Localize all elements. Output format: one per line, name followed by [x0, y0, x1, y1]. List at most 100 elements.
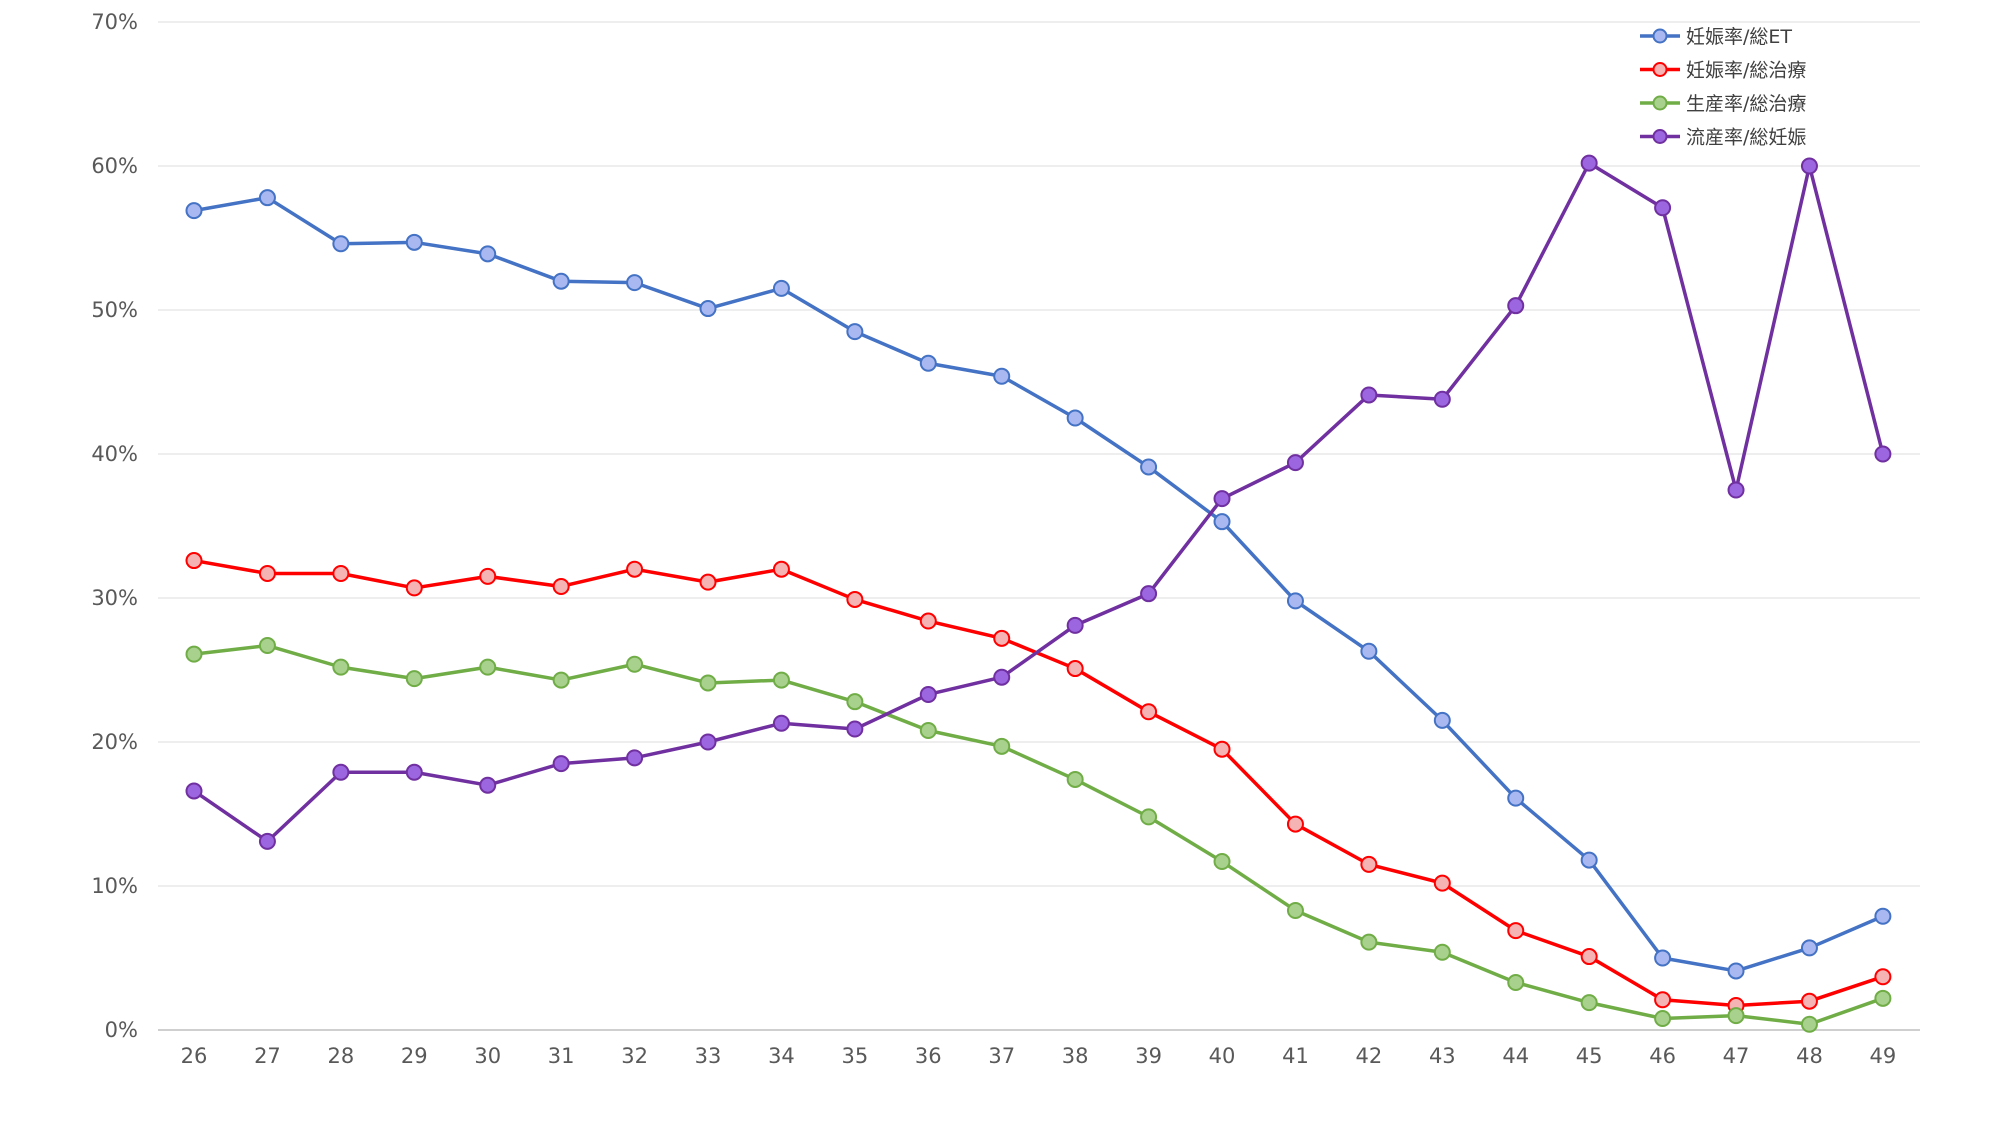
series-4 — [185, 154, 1892, 850]
data-point — [1800, 992, 1818, 1010]
y-tick-label: 60% — [91, 154, 138, 178]
data-point — [1066, 409, 1084, 427]
x-tick-label: 46 — [1649, 1044, 1676, 1068]
data-point — [479, 776, 497, 794]
y-tick-label: 20% — [91, 730, 138, 754]
series-3 — [185, 637, 1892, 1033]
data-point — [1654, 991, 1672, 1009]
x-tick-label: 39 — [1135, 1044, 1162, 1068]
data-point — [1360, 855, 1378, 873]
x-tick-label: 28 — [327, 1044, 354, 1068]
x-tick-label: 36 — [915, 1044, 942, 1068]
data-point — [699, 733, 717, 751]
data-point — [919, 612, 937, 630]
x-tick-label: 44 — [1502, 1044, 1529, 1068]
x-tick-label: 33 — [695, 1044, 722, 1068]
data-point — [846, 693, 864, 711]
data-point — [1654, 1009, 1672, 1027]
data-point — [1654, 949, 1672, 967]
x-tick-label: 40 — [1209, 1044, 1236, 1068]
data-point — [552, 755, 570, 773]
data-point — [699, 674, 717, 692]
data-point — [626, 655, 644, 673]
data-point — [772, 714, 790, 732]
data-point — [919, 354, 937, 372]
series-2 — [185, 552, 1892, 1015]
data-point — [993, 668, 1011, 686]
x-tick-label: 48 — [1796, 1044, 1823, 1068]
data-point — [552, 272, 570, 290]
series-line — [193, 643, 1884, 1026]
legend-item: 生産率/総治療 — [1640, 93, 1806, 115]
data-point — [1507, 922, 1525, 940]
data-point — [1360, 642, 1378, 660]
legend-item: 妊娠率/総治療 — [1640, 60, 1806, 82]
data-point — [1727, 481, 1745, 499]
data-point — [1800, 939, 1818, 957]
data-point — [479, 245, 497, 263]
series-line — [193, 161, 1885, 844]
data-point — [1727, 962, 1745, 980]
data-point — [258, 637, 276, 655]
data-point — [1433, 390, 1451, 408]
data-point — [1213, 490, 1231, 508]
data-point — [185, 782, 203, 800]
data-point — [258, 832, 276, 850]
data-point — [772, 560, 790, 578]
data-point — [699, 300, 717, 318]
data-point — [1800, 157, 1818, 175]
data-point — [626, 560, 644, 578]
y-tick-label: 40% — [91, 442, 138, 466]
y-axis: 0% 10% 20% 30% 40% 50% 60% 70% — [91, 10, 138, 1042]
x-tick-label: 26 — [181, 1044, 208, 1068]
data-point — [1066, 660, 1084, 678]
data-point — [1360, 933, 1378, 951]
series-line — [193, 195, 1884, 973]
data-point — [1874, 445, 1892, 463]
legend-item: 流産率/総妊娠 — [1640, 127, 1806, 149]
legend-marker — [1652, 62, 1668, 77]
data-point — [1874, 989, 1892, 1007]
x-tick-label: 42 — [1356, 1044, 1383, 1068]
data-point — [993, 367, 1011, 385]
data-point — [552, 671, 570, 689]
x-tick-label: 41 — [1282, 1044, 1309, 1068]
data-point — [919, 721, 937, 739]
x-tick-label: 29 — [401, 1044, 428, 1068]
data-point — [626, 749, 644, 767]
data-point — [332, 763, 350, 781]
data-point — [993, 737, 1011, 755]
y-tick-label: 50% — [91, 298, 138, 322]
data-point — [405, 579, 423, 597]
series-1 — [185, 189, 1892, 980]
data-point — [332, 658, 350, 676]
data-point — [772, 279, 790, 297]
data-point — [1654, 199, 1672, 217]
legend-marker — [1652, 28, 1668, 44]
data-point — [1066, 616, 1084, 634]
series-line — [193, 558, 1884, 1008]
data-point — [1140, 808, 1158, 826]
x-tick-label: 30 — [474, 1044, 501, 1068]
data-point — [1433, 943, 1451, 961]
data-point — [1800, 1015, 1818, 1033]
data-point — [1507, 297, 1525, 315]
x-tick-label: 34 — [768, 1044, 795, 1068]
data-point — [846, 590, 864, 608]
x-tick-label: 27 — [254, 1044, 281, 1068]
x-tick-label: 32 — [621, 1044, 648, 1068]
data-point — [1140, 458, 1158, 476]
data-point — [1140, 585, 1158, 603]
data-point — [1286, 901, 1304, 919]
data-point — [185, 645, 203, 663]
data-point — [479, 658, 497, 676]
data-point — [258, 565, 276, 583]
x-tick-label: 49 — [1870, 1044, 1897, 1068]
data-point — [699, 573, 717, 591]
data-point — [1727, 1007, 1745, 1025]
data-point — [1360, 386, 1378, 404]
data-point — [1213, 513, 1231, 531]
data-point — [1286, 592, 1304, 610]
data-point — [1580, 994, 1598, 1012]
